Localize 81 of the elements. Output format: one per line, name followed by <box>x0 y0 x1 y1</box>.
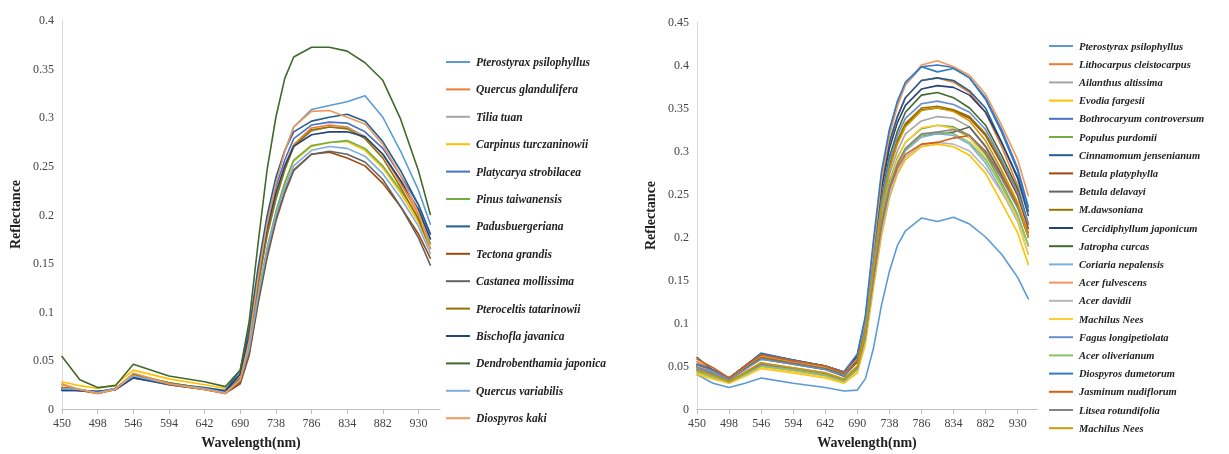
legend-label: Coriaria nepalensis <box>1079 258 1164 270</box>
x-tick-label: 834 <box>944 416 963 430</box>
legend-label: Cercidiphyllum japonicum <box>1079 222 1198 234</box>
y-tick-label: 0.25 <box>668 187 689 201</box>
x-tick-label: 498 <box>88 416 107 430</box>
legend-label: Betula delavayi <box>1078 186 1146 198</box>
y-tick-label: 0.1 <box>39 304 54 319</box>
y-axis-title: Reflectance <box>642 180 658 251</box>
legend-label: Bischofla javanica <box>475 330 565 343</box>
x-tick-label: 546 <box>124 416 143 430</box>
y-tick-label: 0.2 <box>674 230 689 244</box>
x-axis-title: Wavelength(nm) <box>817 434 918 451</box>
legend-label: Evodia fargesii <box>1078 95 1145 107</box>
y-tick-label: 0.15 <box>668 273 689 287</box>
legend-label: Pterostyrax psilophyllus <box>1079 40 1184 52</box>
legend-label: Diospyros kaki <box>475 412 548 426</box>
legend-label: Carpinus turczaninowii <box>476 138 589 152</box>
legend-label: Pinus taiwanensis <box>476 193 563 205</box>
y-tick-label: 0.3 <box>39 110 54 125</box>
legend-label: Lithocarpus cleistocarpus <box>1078 58 1191 70</box>
x-tick-label: 642 <box>195 416 214 430</box>
legend-label: Padusbuergeriana <box>476 220 564 234</box>
x-tick-label: 450 <box>53 416 71 430</box>
y-tick-label: 0.3 <box>674 144 689 158</box>
x-tick-label: 738 <box>880 416 899 430</box>
y-tick-label: 0.25 <box>33 158 54 173</box>
y-tick-label: 0.35 <box>668 101 689 115</box>
legend-label: Platycarya strobilacea <box>476 165 582 179</box>
legend-label: Bothrocaryum controversum <box>1078 113 1205 125</box>
y-tick-label: 0.2 <box>39 207 54 222</box>
legend-label: Tilia tuan <box>476 110 523 123</box>
legend-label: Quercus variabilis <box>476 384 564 397</box>
y-tick-label: 0.4 <box>674 58 689 72</box>
legend-label: Jasminum nudiflorum <box>1078 386 1177 398</box>
x-tick-label: 546 <box>752 416 771 430</box>
y-tick-label: 0.05 <box>668 359 689 373</box>
y-tick-label: 0.15 <box>33 256 54 271</box>
x-tick-label: 930 <box>409 416 428 430</box>
x-tick-label: 690 <box>848 416 867 430</box>
x-tick-label: 786 <box>912 416 931 430</box>
x-tick-label: 594 <box>784 416 803 430</box>
y-tick-label: 0.35 <box>33 61 54 76</box>
x-tick-label: 930 <box>1008 416 1027 430</box>
legend-label: Castanea mollissima <box>476 275 575 288</box>
x-tick-label: 690 <box>231 416 250 430</box>
legend-label: Acer davidii <box>1078 295 1132 307</box>
y-axis-title: Reflectance <box>7 179 23 250</box>
x-tick-label: 882 <box>976 416 995 430</box>
x-tick-label: 498 <box>720 416 739 430</box>
legend-label: Quercus glandulifera <box>476 83 579 97</box>
x-tick-label: 450 <box>688 416 706 430</box>
y-tick-label: 0.4 <box>39 13 54 27</box>
legend-label: Jatropha curcas <box>1078 240 1150 252</box>
legend-label: Pteroceltis tatarinowii <box>476 302 582 315</box>
y-tick-label: 0.05 <box>33 353 54 368</box>
x-tick-label: 834 <box>338 416 357 430</box>
legend-label: Acer fulvescens <box>1078 277 1147 289</box>
legend-label: Pterostyrax psilophyllus <box>476 56 591 69</box>
x-axis-title: Wavelength(nm) <box>201 434 302 451</box>
y-tick-label: 0 <box>48 402 54 416</box>
y-tick-label: 0.45 <box>668 15 689 29</box>
legend-label: Acer oliverianum <box>1078 349 1155 361</box>
legend-label: Populus purdomii <box>1079 131 1157 143</box>
legend-label: Dendrobenthamia japonica <box>475 357 607 371</box>
x-tick-label: 882 <box>373 416 392 430</box>
y-tick-label: 0 <box>683 402 689 416</box>
legend-label: Litsea rotundifolia <box>1078 404 1160 416</box>
legend-label: M.dawsoniana <box>1078 204 1143 216</box>
legend-label: Cinnamomum jensenianum <box>1079 149 1201 161</box>
legend-label: Ailanthus altissima <box>1078 76 1163 88</box>
legend-label: Fagus longipetiolata <box>1078 331 1169 343</box>
x-tick-label: 738 <box>266 416 285 430</box>
x-tick-label: 786 <box>302 416 321 430</box>
x-tick-label: 642 <box>816 416 835 430</box>
y-tick-label: 0.1 <box>674 316 689 330</box>
legend-label: Machilus Nees <box>1078 313 1144 325</box>
x-tick-label: 594 <box>159 416 178 430</box>
legend-label: Diospyros dumetorum <box>1078 368 1175 380</box>
legend-label: Tectona grandis <box>476 247 553 261</box>
legend-label: Betula platyphylla <box>1078 167 1159 179</box>
legend-label: Machilus Nees <box>1078 422 1144 434</box>
